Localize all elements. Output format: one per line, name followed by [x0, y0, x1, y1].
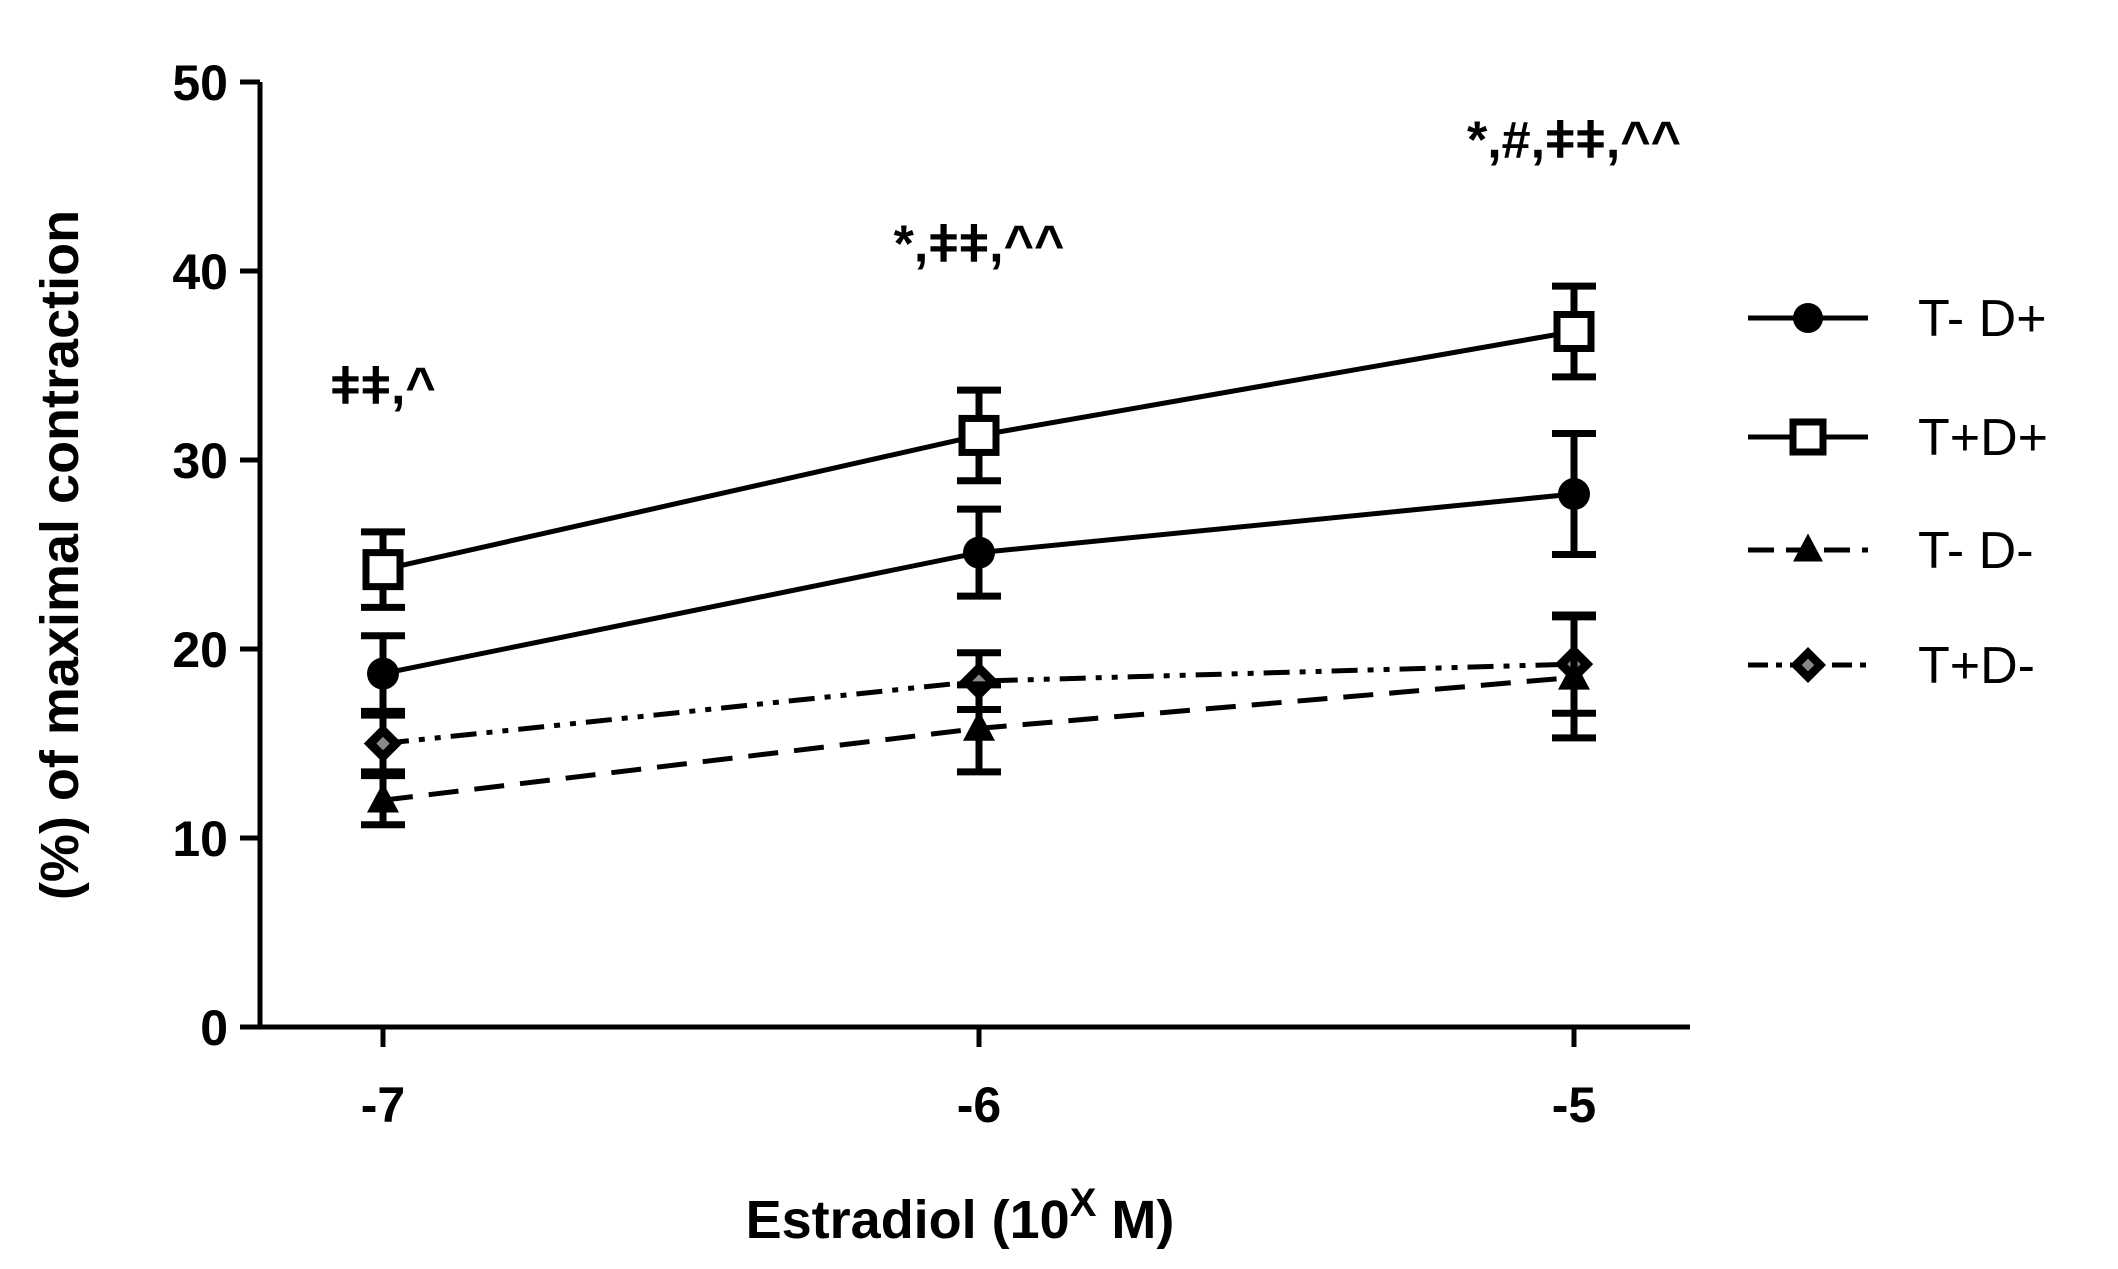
y-tick-label: 20: [172, 622, 228, 678]
series-t-d+: [361, 430, 1596, 715]
y-tick-label: 50: [172, 55, 228, 111]
data-point: [958, 414, 1000, 456]
legend-item: T- D+: [1748, 290, 2047, 348]
data-point: [1558, 659, 1590, 690]
data-point: [367, 657, 399, 690]
data-point: [1553, 310, 1595, 352]
axes: [257, 82, 1690, 1030]
legend-item: T+D+: [1748, 409, 2048, 467]
x-axis-title-end: M): [1096, 1190, 1174, 1250]
data-point: [963, 536, 995, 569]
y-tick-label: 10: [172, 811, 228, 867]
y-tick-label: 0: [200, 1000, 228, 1056]
data-point-center: [376, 736, 390, 751]
legend-marker: [1793, 533, 1823, 562]
x-tick-label: -6: [957, 1077, 1001, 1133]
y-tick-label: 40: [172, 244, 228, 300]
legend: T- D+ T+D+ T- D- T+D-: [1748, 290, 2048, 695]
legend-item: T- D-: [1748, 522, 2034, 580]
data-point: [963, 710, 995, 741]
series-t-d-: [361, 613, 1596, 829]
series-t+d+: [361, 282, 1596, 611]
significance-annotation: ǂǂ,^: [330, 357, 436, 415]
y-axis-title: (%) of maximal contraction: [30, 210, 90, 900]
data-point: [1558, 478, 1590, 511]
x-ticks: -7 -6 -5: [361, 1027, 1596, 1133]
legend-marker-center: [1801, 658, 1815, 672]
annotation-layer: ǂǂ,^ *,ǂǂ,^^ *,#,ǂǂ,^^: [330, 112, 1681, 416]
legend-label: T+D-: [1918, 637, 2035, 695]
legend-marker: [1789, 418, 1827, 456]
data-point: [362, 549, 404, 591]
y-ticks: 0 10 20 30 40 50: [172, 55, 260, 1056]
legend-item: T+D-: [1748, 637, 2035, 695]
legend-marker: [1793, 303, 1823, 333]
significance-annotation: *,ǂǂ,^^: [894, 216, 1065, 274]
x-axis-title-superscript: X: [1070, 1181, 1097, 1225]
series-layer: [361, 282, 1596, 829]
x-axis-title: Estradiol (10X M): [746, 1181, 1175, 1250]
x-tick-label: -7: [361, 1077, 405, 1133]
x-tick-label: -5: [1552, 1077, 1596, 1133]
legend-label: T+D+: [1918, 409, 2048, 467]
x-axis-title-main: Estradiol (10: [746, 1190, 1070, 1250]
y-tick-label: 30: [172, 433, 228, 489]
data-point: [367, 782, 399, 813]
legend-label: T- D+: [1918, 290, 2047, 348]
legend-label: T- D-: [1918, 522, 2034, 580]
significance-annotation: *,#,ǂǂ,^^: [1467, 112, 1681, 170]
